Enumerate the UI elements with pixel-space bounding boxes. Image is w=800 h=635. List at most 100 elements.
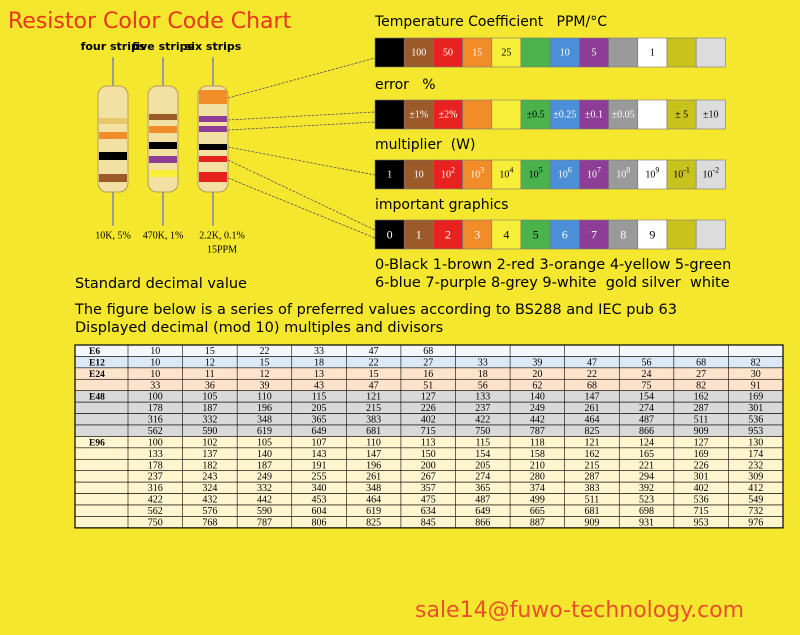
table-value: 442	[530, 415, 545, 426]
cell-text: 4	[503, 227, 509, 241]
table-value: 348	[257, 415, 272, 426]
row-label: important graphics	[375, 197, 508, 213]
table-value: 953	[748, 426, 763, 437]
cell-value: ±10	[703, 110, 719, 121]
table-value: 133	[148, 449, 163, 460]
table-value: 91	[751, 380, 761, 391]
table-value: 487	[475, 495, 490, 506]
cell-value: 5	[592, 48, 597, 59]
cell-value: 50	[443, 48, 453, 59]
cell-text: 6	[562, 227, 568, 241]
cell-value: 1	[650, 48, 655, 59]
cell-value: 10	[529, 170, 539, 181]
band	[99, 174, 127, 182]
table-value: 249	[257, 472, 272, 483]
color-cell	[374, 99, 405, 130]
color-cell	[374, 159, 405, 190]
table-value: 68	[423, 346, 433, 357]
table-value: 130	[748, 437, 763, 448]
table-value: 56	[642, 357, 652, 368]
table-value: 47	[369, 346, 379, 357]
cell-value: 3	[474, 227, 480, 241]
table-value: 432	[202, 495, 217, 506]
leader-lines	[227, 57, 376, 239]
table-value: 15	[369, 369, 379, 380]
color-cell	[608, 219, 639, 250]
section-description: The figure below is a series of preferre…	[74, 302, 677, 318]
cell-value: 6	[562, 227, 568, 241]
table-value: 340	[312, 483, 327, 494]
table-value: 562	[148, 426, 163, 437]
cell-text: 109	[645, 165, 659, 180]
table-value: 750	[148, 517, 163, 528]
group-label: E6	[89, 347, 100, 357]
row-label: error %	[375, 77, 436, 93]
table-value: 118	[530, 437, 545, 448]
page-title: Resistor Color Code Chart	[8, 9, 292, 34]
resistor-caption: 15PPM	[207, 244, 237, 255]
cell-text: 106	[558, 165, 572, 180]
table-value: 316	[148, 483, 163, 494]
table-value: 866	[639, 426, 654, 437]
table-value: 12	[205, 357, 215, 368]
table-value: 931	[639, 517, 654, 528]
cell-value: 7	[591, 227, 597, 241]
cell-exponent: 9	[655, 165, 659, 174]
table-value: 453	[312, 495, 327, 506]
color-cell	[666, 219, 697, 250]
cell-exponent: 6	[568, 165, 572, 174]
table-value: 39	[532, 357, 542, 368]
section-description: Displayed decimal (mod 10) multiples and…	[75, 320, 443, 336]
band	[199, 116, 227, 122]
cell-text: ±0.1	[585, 110, 603, 121]
color-cell	[695, 219, 726, 250]
cell-text: ±2%	[439, 110, 458, 121]
table-value: 68	[587, 380, 597, 391]
table-value: 205	[312, 403, 327, 414]
table-value: 442	[257, 495, 272, 506]
cell-exponent: 4	[509, 165, 513, 174]
table-value: 27	[423, 357, 433, 368]
table-value: 499	[530, 495, 545, 506]
table-value: 24	[642, 369, 652, 380]
table-value: 115	[312, 392, 327, 403]
table-value: 10	[150, 357, 160, 368]
cell-exponent: 7	[597, 165, 601, 174]
band	[99, 118, 127, 124]
color-cell	[462, 159, 493, 190]
color-cell	[666, 159, 697, 190]
cell-text: 5	[533, 227, 539, 241]
color-cell	[579, 37, 609, 68]
band	[149, 156, 177, 163]
table-value: 732	[748, 506, 763, 517]
table-value: 324	[202, 483, 217, 494]
cell-value: 1	[387, 170, 392, 181]
cell-value: ±1%	[409, 110, 428, 121]
table-value: 115	[475, 437, 490, 448]
table-value: 619	[366, 506, 381, 517]
table-value: 47	[587, 357, 597, 368]
table-value: 107	[312, 437, 327, 448]
band	[99, 152, 127, 160]
cell-value: 10	[702, 170, 712, 181]
table-value: 62	[532, 380, 542, 391]
cell-value: 2	[445, 227, 451, 241]
cell-text: ±0.5	[527, 110, 545, 121]
cell-text: 25	[501, 48, 511, 59]
resistor-label: five strips	[132, 40, 194, 53]
row-label: multiplier (W)	[375, 137, 475, 153]
table-value: 887	[530, 517, 545, 528]
table-value: 475	[421, 495, 436, 506]
table-value: 137	[202, 449, 217, 460]
table-value: 768	[202, 517, 217, 528]
table-value: 196	[366, 460, 381, 471]
cell-text: 1	[416, 227, 422, 241]
table-value: 374	[530, 483, 545, 494]
resistor-body	[147, 85, 179, 193]
table-value: 402	[694, 483, 709, 494]
color-cell	[549, 99, 580, 130]
table-value: 113	[421, 437, 436, 448]
band	[199, 90, 227, 104]
cell-text: ±10	[703, 110, 719, 121]
table-value: 102	[202, 437, 217, 448]
